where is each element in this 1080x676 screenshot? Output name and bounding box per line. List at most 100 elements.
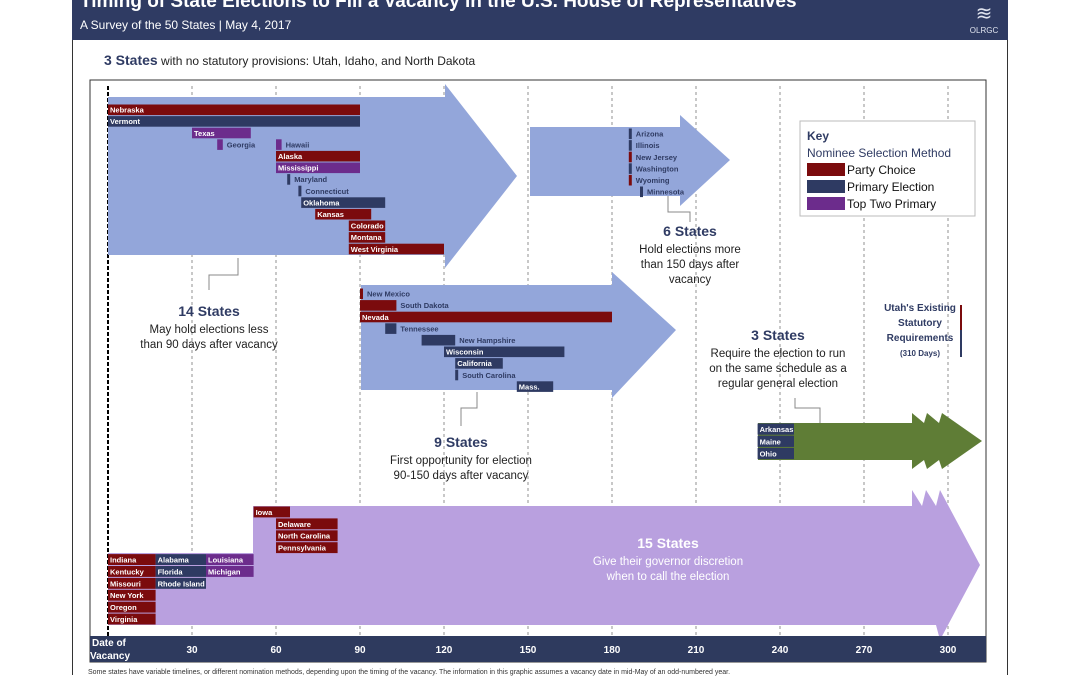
bar-primary	[287, 174, 291, 185]
bar-primary	[628, 140, 632, 151]
axis-tick-label: 90	[354, 645, 366, 656]
state-bar-colorado: Colorado	[348, 220, 386, 232]
legend-swatch-primary	[807, 180, 845, 193]
bar-party	[108, 566, 156, 577]
state-label: New Mexico	[367, 290, 410, 299]
group-description: Hold elections more	[639, 244, 741, 256]
group-count: 14 States	[178, 303, 240, 319]
axis-tick-label: 180	[604, 645, 621, 656]
state-bar-mass-: Mass.	[516, 381, 554, 392]
utah-line2: Statutory	[898, 318, 942, 329]
bar-party	[360, 288, 363, 300]
axis-tick-label: 270	[856, 645, 873, 656]
bar-primary	[757, 447, 794, 460]
state-label: Ohio	[760, 450, 777, 459]
state-label: Delaware	[278, 520, 311, 529]
legend-title: Key	[807, 129, 829, 143]
axis-bar	[90, 636, 986, 662]
callout-line	[667, 196, 691, 222]
bar-primary	[640, 186, 643, 198]
state-bar-virginia: Virginia	[108, 613, 156, 625]
bar-primary	[155, 577, 206, 589]
page-subtitle: A Survey of the 50 States | May 4, 2017	[80, 18, 292, 32]
state-label: Louisiana	[208, 556, 244, 565]
bar-party	[315, 208, 372, 220]
bar-party	[348, 243, 444, 255]
group-description: May hold elections less	[150, 324, 269, 336]
group-description: 90-150 days after vacancy	[394, 470, 529, 482]
utah-primary-bar	[960, 330, 962, 357]
state-label: Oklahoma	[303, 198, 340, 207]
state-bar-oregon: Oregon	[108, 601, 156, 613]
state-label: Mass.	[519, 382, 540, 391]
bar-primary	[757, 423, 794, 435]
state-label: Vermont	[110, 117, 141, 126]
state-label: Arizona	[636, 130, 664, 139]
arrow-general-election	[758, 413, 982, 469]
state-bar-nebraska: Nebraska	[108, 104, 360, 116]
state-bar-alabama: Alabama	[155, 554, 206, 565]
group-count: 3 States	[751, 327, 805, 343]
bar-party	[360, 311, 612, 323]
bar-top2	[206, 566, 254, 577]
state-bar-north-carolina: North Carolina	[276, 530, 338, 542]
axis-tick-label: 120	[436, 645, 453, 656]
callout-line	[794, 398, 821, 423]
state-label: South Carolina	[462, 371, 516, 380]
state-bar-arizona: Arizona	[628, 128, 664, 140]
bar-party	[628, 174, 632, 186]
legend-label: Top Two Primary	[847, 197, 936, 211]
state-label: Alabama	[158, 556, 190, 565]
bar-primary	[628, 128, 632, 140]
legend: Key Nominee Selection Method Party Choic…	[799, 120, 976, 217]
bar-party	[108, 613, 156, 625]
state-label: Colorado	[351, 222, 384, 231]
state-bar-pennsylvania: Pennsylvania	[276, 542, 338, 554]
bar-primary	[421, 334, 456, 346]
no-provisions-text: with no statutory provisions: Utah, Idah…	[161, 54, 476, 68]
axis-tick-label: 300	[940, 645, 957, 656]
state-label: Arkansas	[760, 425, 794, 434]
state-bar-maryland: Maryland	[287, 174, 328, 185]
bar-party	[348, 220, 386, 232]
state-label: Virginia	[110, 615, 138, 624]
bar-primary	[298, 185, 302, 197]
group-count: 6 States	[663, 223, 717, 239]
state-label: North Carolina	[278, 532, 331, 541]
utah-requirements: Utah's Existing Statutory Requirements (…	[884, 303, 962, 358]
state-label: California	[457, 359, 492, 368]
state-bar-washington: Washington	[628, 163, 679, 174]
state-bar-west-virginia: West Virginia	[348, 243, 444, 255]
state-label: Montana	[351, 233, 383, 242]
axis-label-line1: Date of	[92, 638, 127, 649]
state-label: New York	[110, 591, 144, 600]
state-bar-maine: Maine	[757, 435, 794, 447]
group-count: 15 States	[637, 535, 699, 551]
state-label: Illinois	[636, 141, 660, 150]
state-label: Kentucky	[110, 567, 145, 576]
state-label: South Dakota	[400, 301, 449, 310]
olrgc-logo: ≋ OLRGC	[969, 3, 999, 35]
bar-primary	[155, 554, 206, 565]
legend-swatch-party	[807, 163, 845, 176]
legend-label: Primary Election	[847, 180, 934, 194]
bar-party	[108, 589, 156, 601]
bar-party	[628, 151, 632, 163]
state-label: Minnesota	[647, 188, 685, 197]
group-count: 9 States	[434, 434, 488, 450]
state-label: Indiana	[110, 556, 137, 565]
state-bar-arkansas: Arkansas	[757, 423, 794, 435]
state-bar-michigan: Michigan	[206, 566, 254, 577]
state-label: Connecticut	[305, 187, 349, 196]
state-bar-minnesota: Minnesota	[640, 186, 685, 198]
page-frame	[72, 0, 1008, 675]
state-label: Maine	[760, 437, 781, 446]
bar-party	[276, 542, 338, 554]
state-label: Georgia	[227, 140, 256, 149]
state-bar-connecticut: Connecticut	[298, 185, 349, 197]
bar-top2	[217, 139, 223, 150]
group-description: Give their governor discretion	[593, 556, 743, 568]
group-description: vacancy	[669, 274, 711, 286]
state-bar-indiana: Indiana	[108, 554, 156, 565]
